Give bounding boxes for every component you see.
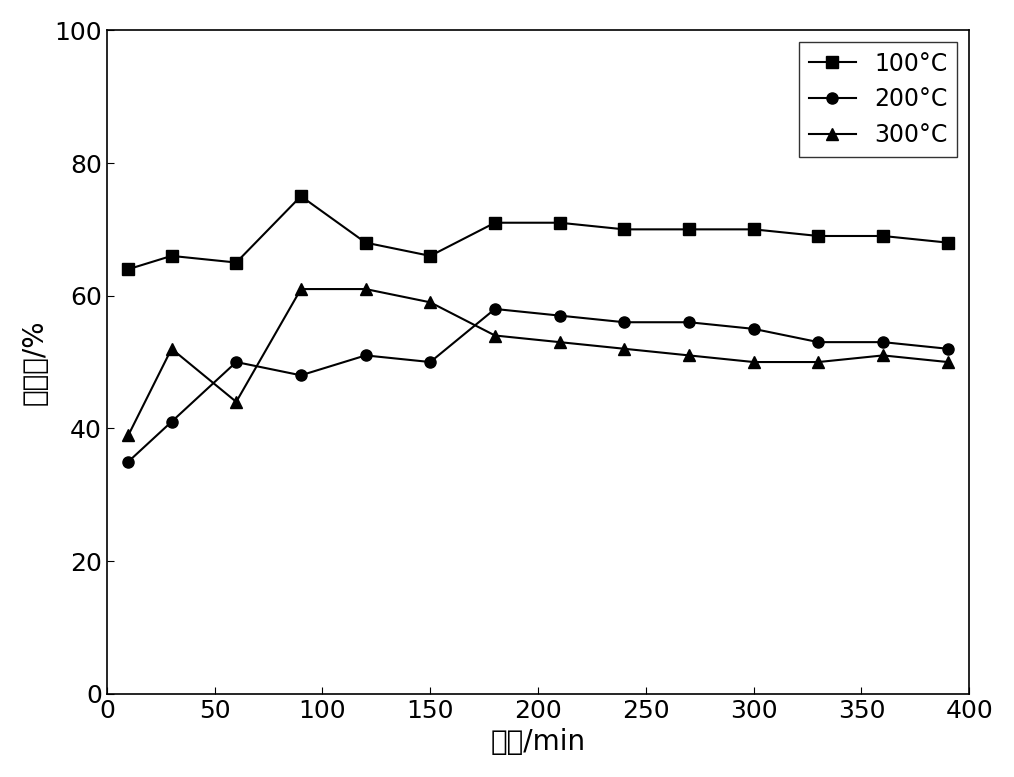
300°C	[812, 357, 824, 367]
300°C	[682, 350, 695, 360]
100°C	[877, 232, 889, 241]
Line: 200°C: 200°C	[123, 303, 953, 467]
200°C	[682, 318, 695, 327]
Legend: 100°C, 200°C, 300°C: 100°C, 200°C, 300°C	[799, 42, 957, 157]
200°C	[489, 305, 501, 314]
200°C	[554, 311, 566, 320]
200°C	[123, 457, 135, 466]
X-axis label: 时间/min: 时间/min	[491, 728, 586, 756]
300°C	[554, 337, 566, 347]
200°C	[165, 417, 177, 427]
100°C	[165, 251, 177, 260]
300°C	[165, 344, 177, 354]
Line: 300°C: 300°C	[123, 284, 953, 441]
200°C	[295, 371, 307, 380]
100°C	[619, 225, 631, 234]
200°C	[230, 357, 242, 367]
100°C	[489, 218, 501, 228]
100°C	[295, 191, 307, 200]
300°C	[877, 350, 889, 360]
300°C	[747, 357, 759, 367]
300°C	[619, 344, 631, 354]
300°C	[489, 331, 501, 340]
100°C	[682, 225, 695, 234]
100°C	[424, 251, 436, 260]
100°C	[230, 258, 242, 267]
Y-axis label: 脱汞率/%: 脱汞率/%	[21, 319, 49, 405]
100°C	[360, 238, 372, 247]
100°C	[554, 218, 566, 228]
200°C	[747, 324, 759, 333]
200°C	[424, 357, 436, 367]
100°C	[812, 232, 824, 241]
300°C	[295, 284, 307, 294]
300°C	[942, 357, 954, 367]
300°C	[230, 397, 242, 406]
Line: 100°C: 100°C	[123, 190, 953, 275]
100°C	[747, 225, 759, 234]
200°C	[360, 350, 372, 360]
200°C	[942, 344, 954, 354]
200°C	[619, 318, 631, 327]
300°C	[123, 430, 135, 440]
200°C	[812, 337, 824, 347]
300°C	[360, 284, 372, 294]
100°C	[123, 264, 135, 274]
100°C	[942, 238, 954, 247]
200°C	[877, 337, 889, 347]
300°C	[424, 298, 436, 307]
